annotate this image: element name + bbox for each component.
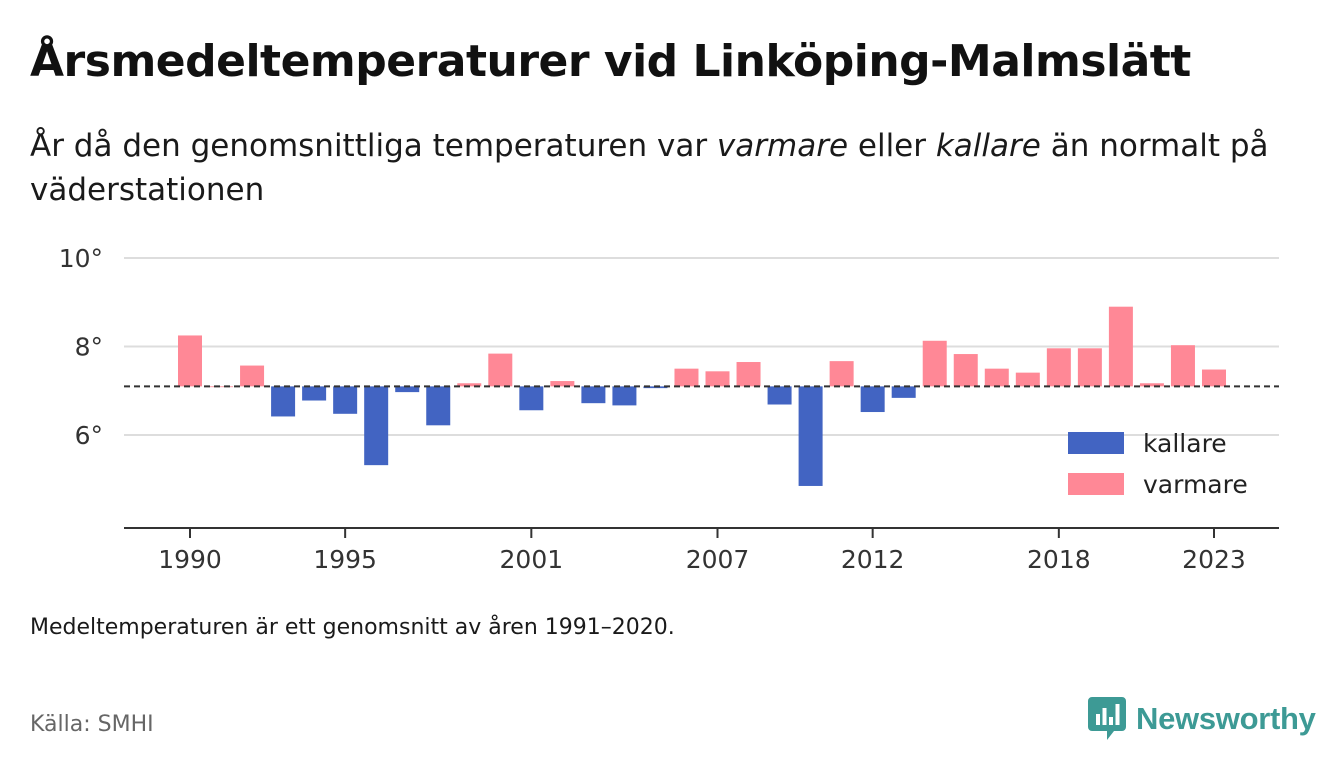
bar-2009: [767, 386, 792, 405]
bars: [178, 306, 1226, 486]
bar-2006: [674, 368, 699, 387]
x-tick-label-2012: 2012: [841, 545, 905, 574]
bar-2007: [705, 371, 730, 387]
brand-name: Newsworthy: [1136, 701, 1316, 736]
legend-label-varmare: varmare: [1143, 470, 1248, 499]
legend: kallare varmare: [1068, 429, 1248, 499]
bar-2012: [860, 386, 885, 413]
bar-2016: [984, 368, 1009, 387]
bar-2023: [1201, 369, 1226, 387]
bar-2001: [519, 386, 544, 411]
bar-2021: [1139, 383, 1164, 387]
bar-1998: [426, 386, 451, 426]
x-tick-label-2007: 2007: [686, 545, 750, 574]
bar-2011: [829, 361, 854, 387]
bar-1995: [333, 386, 358, 414]
bar-1993: [271, 386, 296, 417]
bar-2019: [1077, 348, 1102, 387]
legend-swatch-varmare: [1068, 473, 1124, 495]
x-axis-ticks: 1990 1995 2001 2007 2012 2018 2023: [158, 528, 1246, 574]
bar-1999: [457, 383, 482, 387]
x-tick-label-1990: 1990: [158, 545, 222, 574]
x-tick-label-2001: 2001: [500, 545, 564, 574]
subtitle-text-2: eller: [848, 128, 936, 164]
subtitle-emphasis-colder: kallare: [935, 128, 1041, 164]
x-tick-label-2023: 2023: [1182, 545, 1246, 574]
bar-2010: [798, 386, 823, 486]
bar-2008: [736, 362, 761, 387]
legend-swatch-kallare: [1068, 432, 1124, 454]
footnote: Medeltemperaturen är ett genomsnitt av å…: [30, 615, 675, 640]
bar-1997: [395, 386, 420, 393]
x-tick-label-1995: 1995: [313, 545, 377, 574]
x-tick-label-2018: 2018: [1027, 545, 1091, 574]
bar-2017: [1015, 372, 1040, 387]
source-credit: Källa: SMHI: [30, 712, 154, 737]
bar-2015: [953, 354, 978, 387]
subtitle-emphasis-warmer: varmare: [716, 128, 849, 164]
newsworthy-logo-icon: [1088, 697, 1126, 740]
bar-1992: [240, 365, 265, 387]
bar-2020: [1108, 306, 1133, 387]
bar-2013: [891, 386, 916, 398]
chart-title: Årsmedeltemperaturer vid Linköping-Malms…: [30, 36, 1191, 87]
subtitle-text-1: År då den genomsnittliga temperaturen va…: [30, 128, 717, 164]
y-tick-label-10: 10°: [59, 244, 103, 273]
subtitle-text-3: än normalt på väderstationen: [30, 128, 1269, 208]
newsworthy-brand[interactable]: Newsworthy: [1088, 697, 1316, 741]
bar-1994: [302, 386, 327, 401]
bar-2004: [612, 386, 637, 406]
chart-subtitle: År då den genomsnittliga temperaturen va…: [30, 124, 1300, 212]
legend-label-kallare: kallare: [1143, 429, 1227, 458]
bar-2022: [1170, 345, 1195, 387]
bar-1996: [364, 386, 389, 466]
bar-1990: [178, 335, 202, 387]
bar-2003: [581, 386, 606, 404]
y-axis-tick-labels: 6° 8° 10°: [59, 244, 103, 450]
temperature-bar-chart: 6° 8° 10° 1990 1995 2001 2007 2012 2018 2023 kal…: [59, 244, 1279, 574]
y-tick-label-6: 6°: [75, 421, 103, 450]
bar-1991: [209, 386, 234, 388]
bar-2002: [550, 381, 575, 387]
bar-2018: [1046, 348, 1071, 387]
bar-2000: [488, 353, 513, 387]
bar-2014: [922, 340, 947, 387]
y-tick-label-8: 8°: [75, 333, 103, 362]
grid-lines: [124, 257, 1279, 437]
